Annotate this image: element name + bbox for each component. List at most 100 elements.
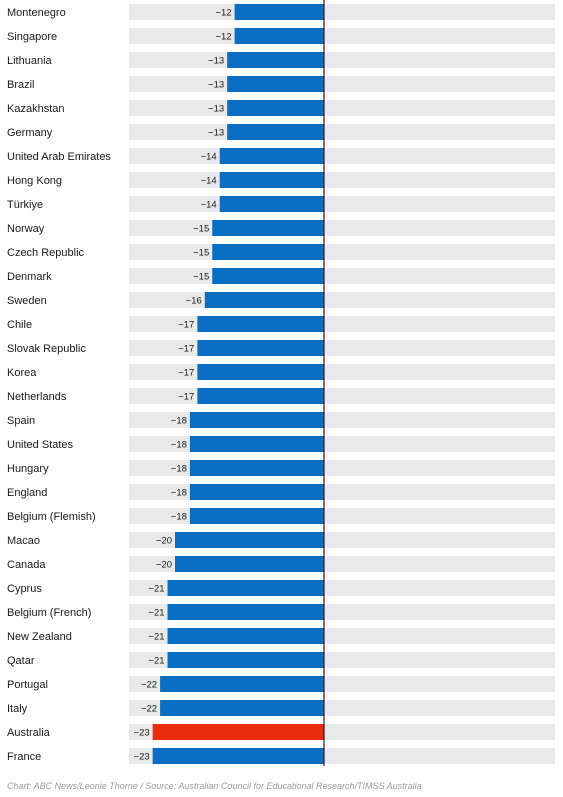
category-label-denmark: Denmark [7,271,52,283]
bar-montenegro [234,4,324,20]
bar-germany [227,124,324,140]
category-label-hungary: Hungary [7,463,49,475]
value-label-portugal: −22 [141,680,157,691]
category-label-montenegro: Montenegro [7,7,66,19]
category-label-italy: Italy [7,703,28,715]
category-label-canada: Canada [7,559,46,571]
bar-france [152,748,324,764]
value-label-czech-republic: −15 [193,248,209,259]
bar-new-zealand [167,628,324,644]
value-label-kazakhstan: −13 [208,104,224,115]
bar-belgium-flemish [189,508,324,524]
bar-united-states [189,436,324,452]
category-label-portugal: Portugal [7,679,48,691]
value-label-macao: −20 [156,536,172,547]
value-label-brazil: −13 [208,80,224,91]
value-label-korea: −17 [178,368,194,379]
bar-italy [160,700,324,716]
value-label-netherlands: −17 [178,392,194,403]
bar-brazil [227,76,324,92]
value-label-sweden: −16 [186,296,202,307]
value-label-slovak-republic: −17 [178,344,194,355]
bar-lithuania [227,52,324,68]
bar-macao [175,532,324,548]
category-label-slovak-republic: Slovak Republic [7,343,86,355]
category-label-spain: Spain [7,415,35,427]
bar-korea [197,364,324,380]
category-label-germany: Germany [7,127,53,139]
bar-norway [212,220,324,236]
bar-england [189,484,324,500]
bar-qatar [167,652,324,668]
category-label-kazakhstan: Kazakhstan [7,103,64,115]
bar-czech-republic [212,244,324,260]
value-label-england: −18 [171,488,187,499]
value-label-united-states: −18 [171,440,187,451]
category-label-chile: Chile [7,319,32,331]
bar-belgium-french [167,604,324,620]
value-label-norway: −15 [193,224,209,235]
value-label-spain: −18 [171,416,187,427]
value-label-belgium-french: −21 [148,608,164,619]
category-label-sweden: Sweden [7,295,47,307]
category-label-netherlands: Netherlands [7,391,67,403]
category-label-hong-kong: Hong Kong [7,175,62,187]
value-label-hong-kong: −14 [201,176,217,187]
value-label-belgium-flemish: −18 [171,512,187,523]
category-label-united-states: United States [7,439,74,451]
category-label-singapore: Singapore [7,31,57,43]
value-label-australia: −23 [134,728,150,739]
bar-kazakhstan [227,100,324,116]
bar-singapore [234,28,324,44]
bar-chile [197,316,324,332]
bar-united-arab-emirates [219,148,324,164]
value-label-new-zealand: −21 [148,632,164,643]
value-label-montenegro: −12 [215,8,231,19]
value-label-cyprus: −21 [148,584,164,595]
bar-track-germany [129,124,555,140]
category-label-norway: Norway [7,223,45,235]
category-label-australia: Australia [7,727,51,739]
category-label-france: France [7,751,41,763]
value-label-italy: −22 [141,704,157,715]
category-label-new-zealand: New Zealand [7,631,72,643]
value-label-qatar: −21 [148,656,164,667]
category-label-macao: Macao [7,535,40,547]
value-label-canada: −20 [156,560,172,571]
value-label-germany: −13 [208,128,224,139]
category-label-brazil: Brazil [7,79,35,91]
bar-track-lithuania [129,52,555,68]
category-label-united-arab-emirates: United Arab Emirates [7,151,111,163]
category-label-t-rkiye: Türkiye [7,199,43,211]
bar-portugal [160,676,324,692]
bar-slovak-republic [197,340,324,356]
category-label-belgium-flemish: Belgium (Flemish) [7,511,96,523]
category-label-england: England [7,487,47,499]
bar-hungary [189,460,324,476]
bar-track-brazil [129,76,555,92]
value-label-hungary: −18 [171,464,187,475]
bar-hong-kong [219,172,324,188]
value-label-lithuania: −13 [208,56,224,67]
bar-spain [189,412,324,428]
bar-cyprus [167,580,324,596]
value-label-united-arab-emirates: −14 [201,152,217,163]
category-label-lithuania: Lithuania [7,55,53,67]
bar-track-singapore [129,28,555,44]
category-label-czech-republic: Czech Republic [7,247,85,259]
bar-t-rkiye [219,196,324,212]
value-label-singapore: −12 [215,32,231,43]
value-label-denmark: −15 [193,272,209,283]
bar-netherlands [197,388,324,404]
category-label-belgium-french: Belgium (French) [7,607,91,619]
bar-track-t-rkiye [129,196,555,212]
bar-denmark [212,268,324,284]
category-label-korea: Korea [7,367,37,379]
category-label-qatar: Qatar [7,655,35,667]
bar-track-hong-kong [129,172,555,188]
bar-track-kazakhstan [129,100,555,116]
bar-australia [152,724,324,740]
chart-credit: Chart: ABC News/Leonie Thorne / Source: … [7,781,422,791]
value-label-chile: −17 [178,320,194,331]
